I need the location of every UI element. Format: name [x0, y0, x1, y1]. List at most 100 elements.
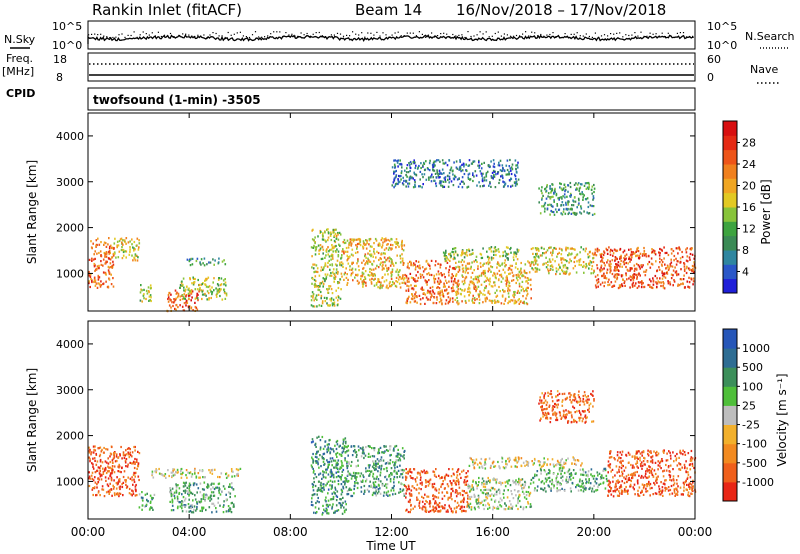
range-cell-0-14-44: [419, 170, 422, 173]
range-cell-0-8-189: [441, 273, 444, 277]
range-cell-1-5-109: [400, 454, 402, 457]
range-cell-0-9-192: [525, 280, 527, 283]
range-cell-1-5-259: [355, 455, 358, 458]
range-cell-0-12-449: [664, 263, 666, 266]
range-cell-0-11-175: [534, 257, 537, 260]
range-cell-1-0-214: [104, 468, 106, 471]
range-cell-0-7-217: [366, 242, 368, 245]
range-cell-0-11-38: [548, 258, 551, 261]
range-cell-1-0-256: [135, 483, 137, 487]
range-cell-1-4-245: [328, 439, 330, 442]
range-cell-0-7-266: [389, 257, 391, 260]
range-cell-0-0-15: [109, 251, 111, 255]
range-cell-0-7-214: [399, 257, 402, 260]
range-cell-0-6-259: [336, 272, 339, 275]
range-cell-0-8-242: [416, 301, 418, 304]
range-cell-0-12-13: [667, 280, 669, 283]
range-cell-0-6-50: [320, 297, 322, 300]
range-cell-1-5-162: [380, 456, 383, 459]
range-cell-0-7-290: [372, 274, 374, 277]
range-cell-1-3-88: [152, 476, 155, 479]
range-cell-0-7-157: [343, 251, 345, 254]
range-cell-1-4-276: [344, 442, 347, 445]
range-cell-1-4-56: [342, 464, 344, 467]
range-cell-0-14-263: [394, 184, 397, 187]
range-cell-0-7-154: [382, 264, 384, 267]
range-cell-1-5-254: [347, 493, 350, 496]
range-cell-0-6-258: [321, 300, 324, 303]
range-cell-0-10-58: [515, 251, 517, 254]
range-cell-0-7-338: [351, 262, 353, 266]
range-cell-1-0-55: [131, 455, 133, 458]
range-cell-0-9-84: [465, 264, 467, 267]
range-cell-0-9-363: [461, 274, 463, 277]
range-cell-0-9-189: [456, 300, 459, 303]
range-cell-1-6-169: [443, 507, 446, 510]
range-cell-0-6-184: [329, 234, 332, 237]
range-cell-0-9-17: [527, 282, 529, 285]
range-cell-0-12-206: [602, 256, 604, 260]
range-cell-1-0-72: [113, 492, 116, 495]
range-cell-1-4-231: [336, 463, 339, 466]
range-cell-0-14-368: [404, 169, 406, 172]
range-cell-0-14-186: [468, 159, 471, 162]
range-cell-0-9-98: [495, 301, 497, 304]
range-cell-0-9-251: [458, 267, 461, 270]
range-cell-0-7-123: [372, 268, 375, 271]
range-cell-1-6-61: [409, 501, 411, 504]
range-cell-0-13-37: [572, 199, 574, 202]
range-cell-0-6-63: [328, 285, 330, 288]
range-cell-0-8-202: [413, 297, 416, 300]
range-cell-0-11-70: [579, 251, 581, 254]
range-cell-0-12-234: [647, 263, 649, 266]
range-cell-0-7-304: [342, 248, 344, 251]
range-cell-0-7-27: [362, 285, 364, 288]
range-cell-0-12-303: [632, 278, 635, 281]
range-cell-0-13-137: [574, 200, 577, 203]
range-cell-1-5-152: [367, 452, 370, 455]
range-cell-1-0-254: [97, 466, 100, 469]
nsearch-point: [473, 35, 475, 37]
range-cell-0-12-194: [603, 272, 605, 275]
nsearch-point: [173, 36, 175, 38]
range-cell-0-12-365: [614, 249, 617, 252]
range-cell-0-8-215: [407, 297, 409, 300]
range-cell-1-6-110: [442, 480, 444, 483]
range-cell-0-12-53: [600, 264, 603, 267]
range-cell-0-12-339: [599, 268, 601, 271]
range-cell-1-5-16: [389, 462, 391, 465]
range-cell-0-10-2: [499, 255, 501, 258]
range-cell-1-2-49: [199, 509, 202, 512]
range-cell-1-3-76: [171, 475, 173, 478]
range-cell-0-10-100: [475, 255, 478, 258]
range-cell-0-14-138: [472, 160, 474, 163]
range-cell-0-10-73: [489, 247, 492, 250]
range-cell-0-6-174: [323, 266, 325, 269]
nsky-panel: N.Sky 10^5 10^0 10^5 10^0 N.Search: [4, 20, 795, 52]
range-cell-0-7-316: [362, 282, 365, 285]
range-cell-1-5-244: [373, 449, 376, 452]
range-cell-0-0-47: [97, 274, 100, 277]
range-cell-0-7-155: [366, 260, 369, 263]
range-cell-1-4-74: [313, 477, 315, 480]
range-cell-1-2-125: [194, 498, 197, 501]
colorbar-swatch-0-2: [723, 250, 737, 265]
range-cell-0-3-53: [187, 305, 190, 308]
range-cell-0-12-386: [626, 278, 628, 281]
range-cell-1-7-10: [485, 498, 487, 502]
range-cell-0-0-91: [89, 274, 91, 277]
range-cell-1-2-12: [213, 482, 215, 485]
range-cell-0-14-298: [503, 181, 506, 184]
range-cell-1-5-257: [395, 472, 398, 475]
range-cell-0-13-82: [544, 188, 546, 191]
range-cell-0-8-106: [426, 273, 428, 276]
range-cell-1-6-265: [428, 510, 430, 513]
range-cell-1-0-96: [134, 445, 136, 449]
range-cell-0-4-99: [193, 281, 196, 284]
range-cell-0-7-141: [395, 280, 397, 283]
range-cell-0-6-194: [325, 254, 327, 257]
range-cell-0-13-149: [579, 211, 581, 214]
range-cell-0-9-62: [530, 288, 532, 291]
range-cell-0-12-438: [616, 278, 618, 281]
range-cell-0-11-60: [533, 263, 535, 266]
